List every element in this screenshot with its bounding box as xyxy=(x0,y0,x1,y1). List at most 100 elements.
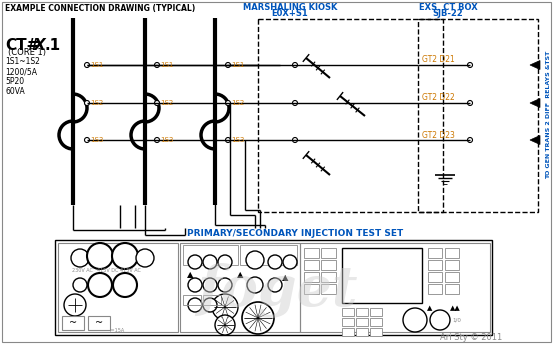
Circle shape xyxy=(468,63,473,67)
Text: ▲: ▲ xyxy=(282,273,288,282)
Circle shape xyxy=(85,100,90,106)
Bar xyxy=(356,318,368,326)
Bar xyxy=(304,284,319,294)
Circle shape xyxy=(87,243,113,269)
Circle shape xyxy=(218,255,232,269)
Bar xyxy=(321,272,336,282)
Bar xyxy=(428,248,442,258)
Text: 1S3: 1S3 xyxy=(160,137,173,143)
Bar xyxy=(445,260,459,270)
Text: E0X+S1: E0X+S1 xyxy=(271,9,309,18)
Bar xyxy=(342,318,354,326)
Text: (CORE 1): (CORE 1) xyxy=(8,47,46,56)
Circle shape xyxy=(112,243,138,269)
Circle shape xyxy=(88,273,112,297)
Text: I=15A: I=15A xyxy=(110,327,125,333)
Circle shape xyxy=(218,278,232,292)
Text: 415V AC: 415V AC xyxy=(120,268,141,272)
Text: ▲▲: ▲▲ xyxy=(450,305,460,311)
Bar xyxy=(304,248,319,258)
Text: 1/0: 1/0 xyxy=(453,318,461,323)
Bar xyxy=(370,308,382,316)
Text: ▲: ▲ xyxy=(427,305,433,311)
Text: TO GEN TRANS 2 DIFF  RELAYS &TST: TO GEN TRANS 2 DIFF RELAYS &TST xyxy=(546,51,551,179)
Circle shape xyxy=(283,255,297,269)
Text: Ari Sty © 2011: Ari Sty © 2011 xyxy=(440,333,502,343)
Text: 1S3: 1S3 xyxy=(231,137,244,143)
Circle shape xyxy=(225,100,230,106)
Circle shape xyxy=(203,298,217,312)
Circle shape xyxy=(155,138,160,142)
Bar xyxy=(258,19,443,212)
Circle shape xyxy=(242,302,274,334)
Text: 1S1: 1S1 xyxy=(160,62,173,68)
Text: 1S1~1S2: 1S1~1S2 xyxy=(5,57,40,66)
Circle shape xyxy=(403,308,427,332)
Bar xyxy=(183,295,201,305)
Polygon shape xyxy=(530,98,540,107)
Bar xyxy=(240,245,297,265)
Text: GT2 D23: GT2 D23 xyxy=(422,130,455,140)
Circle shape xyxy=(212,294,238,320)
Circle shape xyxy=(203,278,217,292)
Text: ▲: ▲ xyxy=(237,270,243,279)
Text: 60VA: 60VA xyxy=(5,86,25,96)
Circle shape xyxy=(293,100,297,106)
Bar xyxy=(370,328,382,336)
Circle shape xyxy=(225,138,230,142)
Circle shape xyxy=(188,298,202,312)
Circle shape xyxy=(73,278,87,292)
Circle shape xyxy=(85,63,90,67)
Text: MARSHALING KIOSK: MARSHALING KIOSK xyxy=(243,2,337,11)
Text: 1S1: 1S1 xyxy=(231,62,244,68)
Circle shape xyxy=(293,63,297,67)
Text: GT2 D21: GT2 D21 xyxy=(422,55,455,65)
Text: foget: foget xyxy=(198,262,358,318)
Text: 1S3: 1S3 xyxy=(90,137,104,143)
Bar xyxy=(356,308,368,316)
Circle shape xyxy=(293,138,297,142)
Bar xyxy=(58,243,178,332)
Text: 415V DC: 415V DC xyxy=(97,268,119,272)
Circle shape xyxy=(155,100,160,106)
Bar xyxy=(180,243,300,332)
Polygon shape xyxy=(530,136,540,144)
Circle shape xyxy=(188,255,202,269)
Circle shape xyxy=(85,138,90,142)
Text: SJB-22: SJB-22 xyxy=(433,9,463,18)
Text: ~: ~ xyxy=(95,318,103,328)
Text: 230V AC: 230V AC xyxy=(72,268,93,272)
Circle shape xyxy=(64,294,86,316)
Polygon shape xyxy=(530,61,540,69)
Bar xyxy=(321,260,336,270)
Bar xyxy=(428,284,442,294)
Text: X: X xyxy=(34,38,46,53)
Bar xyxy=(203,295,221,305)
Circle shape xyxy=(113,273,137,297)
Bar xyxy=(304,260,319,270)
Bar xyxy=(321,284,336,294)
Bar xyxy=(183,245,238,265)
Text: 1S2: 1S2 xyxy=(160,100,173,106)
Circle shape xyxy=(268,255,282,269)
Bar xyxy=(428,260,442,270)
Text: 1S2: 1S2 xyxy=(90,100,103,106)
Bar xyxy=(428,272,442,282)
Bar xyxy=(342,308,354,316)
Text: 1S1: 1S1 xyxy=(90,62,104,68)
Bar xyxy=(370,318,382,326)
Circle shape xyxy=(468,138,473,142)
Circle shape xyxy=(71,249,89,267)
Text: CT#: CT# xyxy=(5,38,39,53)
Bar xyxy=(304,272,319,282)
Text: 5P20: 5P20 xyxy=(5,77,24,86)
Bar xyxy=(62,316,84,330)
Text: .1: .1 xyxy=(44,38,60,53)
Circle shape xyxy=(246,251,264,269)
Circle shape xyxy=(468,100,473,106)
Bar xyxy=(445,272,459,282)
Circle shape xyxy=(155,63,160,67)
Bar xyxy=(88,316,110,330)
Circle shape xyxy=(188,278,202,292)
Circle shape xyxy=(203,255,217,269)
